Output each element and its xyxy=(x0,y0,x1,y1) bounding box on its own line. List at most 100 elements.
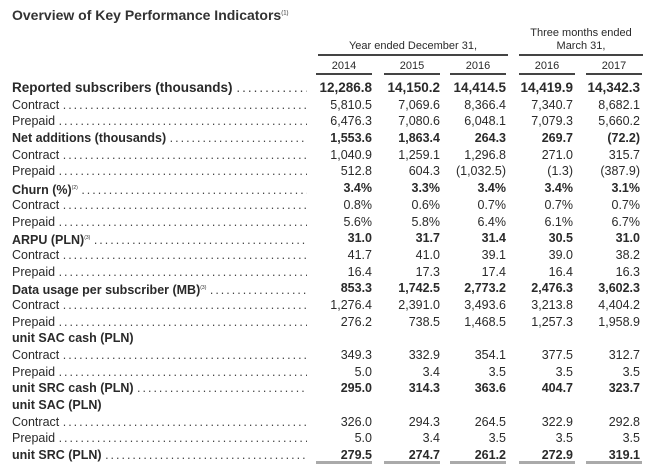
table-row: unit SAC (PLN) xyxy=(12,397,644,414)
table-row: unit SRC (PLN) .........................… xyxy=(12,447,644,464)
cell-value: 16.4 xyxy=(548,264,573,279)
cell-value: (1,032.5) xyxy=(455,164,506,179)
year-header: 2014 xyxy=(316,60,372,75)
cell-value: 5.0 xyxy=(354,364,372,379)
cell-value: 322.9 xyxy=(541,414,573,429)
footnote-marker: (3) xyxy=(84,235,91,242)
cell-value: 349.3 xyxy=(340,348,372,362)
row-label-text: Contract xyxy=(12,147,60,162)
row-label-text: Prepaid xyxy=(12,314,56,329)
cell-value: 17.4 xyxy=(481,264,506,279)
cell-value: 363.6 xyxy=(474,381,506,396)
row-label-text: Contract xyxy=(12,197,60,212)
cell-value: 295.0 xyxy=(340,381,372,396)
footnote-marker: (2) xyxy=(71,185,78,192)
cell-value: 1,958.9 xyxy=(598,314,640,329)
bottom-rule xyxy=(586,461,642,464)
cell-value: 404.7 xyxy=(541,381,573,396)
cell-value: 1,040.9 xyxy=(330,147,372,162)
row-label-text: Data usage per subscriber (MB) xyxy=(12,283,201,298)
cell-value: 3,493.6 xyxy=(464,297,506,312)
cell-value: 0.7% xyxy=(544,197,574,212)
cell-value: 3.4% xyxy=(544,181,574,196)
cell-value: 0.8% xyxy=(343,197,373,212)
cell-value: 5.8% xyxy=(411,214,441,229)
bottom-rule xyxy=(316,461,372,464)
row-label-text: unit SRC cash (PLN) xyxy=(12,381,134,396)
cell-value: 1,296.8 xyxy=(464,147,506,162)
dot-leader: ........................................… xyxy=(58,431,307,446)
cell-value: 16.4 xyxy=(347,264,372,279)
dot-leader: ........................................… xyxy=(81,183,307,198)
cell-value: 3.4 xyxy=(422,431,440,446)
cell-value: 3.1% xyxy=(611,181,641,196)
table-row: Contract ...............................… xyxy=(12,347,644,364)
cell-value: 853.3 xyxy=(340,281,372,296)
table-row: Prepaid ................................… xyxy=(12,314,644,331)
dot-leader: ........................................… xyxy=(236,80,307,95)
cell-value: 41.0 xyxy=(415,247,440,262)
cell-value: 6.7% xyxy=(611,214,641,229)
row-label: ARPU (PLN)(3) ..........................… xyxy=(12,230,307,249)
cell-value: 31.0 xyxy=(615,231,640,246)
row-label-text: unit SRC (PLN) xyxy=(12,448,102,463)
row-label: Reported subscribers (thousands) .......… xyxy=(12,80,307,97)
cell-value: 14,419.9 xyxy=(520,80,573,95)
table-row: Contract ...............................… xyxy=(12,297,644,314)
row-label: Prepaid ................................… xyxy=(12,214,307,231)
dot-leader: ........................................… xyxy=(62,197,307,212)
cell-value: 3.5 xyxy=(622,364,640,379)
cell-value: 314.3 xyxy=(408,381,440,396)
row-label-text: Churn (%) xyxy=(12,183,72,198)
row-label: Contract ...............................… xyxy=(12,97,307,114)
row-label-text: Contract xyxy=(12,348,60,362)
cell-value: (72.2) xyxy=(607,131,640,146)
cell-value: 5.6% xyxy=(343,214,373,229)
row-label: Prepaid ................................… xyxy=(12,264,307,281)
dot-leader: ........................................… xyxy=(62,297,307,312)
footnote-marker: (1) xyxy=(281,10,289,17)
cell-value: 1,863.4 xyxy=(398,131,440,146)
cell-value: 14,342.3 xyxy=(587,80,640,95)
cell-value: 319.1 xyxy=(608,448,640,463)
row-label-text: Prepaid xyxy=(12,114,56,129)
cell-value: 31.0 xyxy=(347,231,372,246)
row-label: Prepaid ................................… xyxy=(12,430,307,447)
cell-value: 3,602.3 xyxy=(598,281,640,296)
table-row: ARPU (PLN)(3) ..........................… xyxy=(12,230,644,247)
cell-value: 3.4% xyxy=(343,181,373,196)
cell-value: 0.7% xyxy=(611,197,641,212)
cell-value: 323.7 xyxy=(608,381,640,396)
cell-value: 1,259.1 xyxy=(398,147,440,162)
row-label-text: Prepaid xyxy=(12,431,56,446)
row-label: unit SRC cash (PLN) ....................… xyxy=(12,380,307,397)
cell-value: 271.0 xyxy=(541,147,573,162)
dot-leader: ........................................… xyxy=(58,164,307,179)
cell-value: 6,476.3 xyxy=(330,114,372,129)
dot-leader: ........................................… xyxy=(58,314,307,329)
dot-leader: ........................................… xyxy=(58,114,307,129)
dot-leader: ........................................… xyxy=(62,414,307,429)
cell-value: 7,340.7 xyxy=(531,97,573,112)
row-label: Contract ...............................… xyxy=(12,147,307,164)
row-label: Prepaid ................................… xyxy=(12,113,307,130)
row-label-text: Prepaid xyxy=(12,164,56,179)
table-row: Contract ...............................… xyxy=(12,147,644,164)
cell-value: 3.4 xyxy=(422,364,440,379)
cell-value: 292.8 xyxy=(608,414,640,429)
dot-leader: ........................................… xyxy=(62,147,307,162)
row-label: Contract ...............................… xyxy=(12,197,307,214)
dot-leader: ........................................… xyxy=(58,264,307,279)
cell-value: 14,150.2 xyxy=(387,80,440,95)
dot-leader: ........................................… xyxy=(58,214,307,229)
cell-value: 7,080.6 xyxy=(398,114,440,129)
table-row: Contract ...............................… xyxy=(12,197,644,214)
row-label-text: Contract xyxy=(12,247,60,262)
cell-value: 30.5 xyxy=(548,231,573,246)
row-label-text: Net additions (thousands) xyxy=(12,131,167,146)
table-row: Prepaid ................................… xyxy=(12,264,644,281)
cell-value: 3.4% xyxy=(477,181,507,196)
cell-value: 272.9 xyxy=(541,448,573,463)
cell-value: 3.3% xyxy=(411,181,441,196)
cell-value: 1,553.6 xyxy=(330,131,372,146)
